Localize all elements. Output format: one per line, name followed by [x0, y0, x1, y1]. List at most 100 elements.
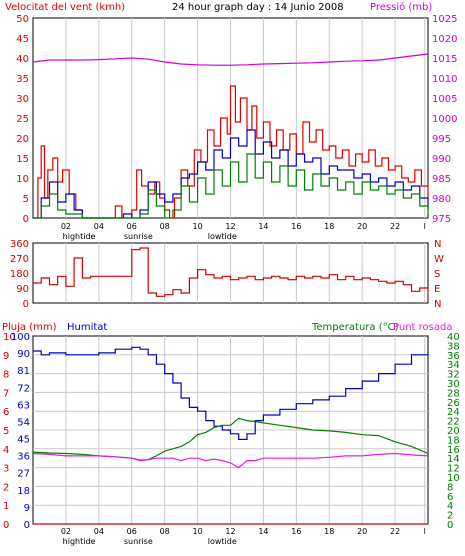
- pressure-y-tick-5: 1000: [432, 114, 457, 125]
- temp-y-tick-8: 16: [447, 445, 460, 456]
- temp-y-tick-4: 8: [447, 482, 453, 493]
- climate-xtick-8: 18: [324, 527, 334, 536]
- compass-y-tick-2: S: [434, 269, 440, 280]
- wind-y-tick-3: 15: [16, 154, 29, 165]
- pressure-y-tick-10: 1025: [432, 14, 457, 25]
- humidity-y-tick-7: 63: [17, 400, 30, 411]
- climate-xtick-7: 16: [291, 527, 301, 536]
- wind-xtick-5: 12: [225, 222, 235, 231]
- humidity-y-tick-0: 0: [24, 520, 30, 531]
- rain-y-tick-10: 10: [3, 332, 16, 343]
- chart-title: 24 hour graph day : 14 Junio 2008: [172, 2, 344, 13]
- temp-y-tick-0: 0: [447, 520, 453, 531]
- compass-y-tick-3: W: [434, 254, 444, 265]
- temp-y-tick-9: 18: [447, 435, 460, 446]
- humidity-axis-title: Humitat: [67, 322, 107, 333]
- temp-y-tick-17: 34: [447, 360, 460, 371]
- humidity-line: [33, 346, 429, 440]
- temp-y-tick-14: 28: [447, 388, 460, 399]
- rain-y-tick-4: 4: [3, 445, 9, 456]
- temp-y-tick-20: 40: [447, 332, 460, 343]
- temp-y-tick-13: 26: [447, 398, 460, 409]
- wind-y-tick-9: 45: [16, 34, 29, 45]
- wind-xtick-6: 14: [258, 222, 268, 231]
- wind-xtick-8: 18: [324, 222, 334, 231]
- climate-xtick-11: l: [424, 527, 426, 536]
- direction-y-tick-3: 270: [10, 254, 29, 265]
- wind-xtick-11: l: [424, 222, 426, 231]
- temp-y-tick-16: 32: [447, 370, 460, 381]
- rain-axis-title: Pluja (mm): [2, 322, 57, 333]
- pressure-y-tick-6: 1005: [432, 94, 457, 105]
- pressure-y-tick-7: 1010: [432, 74, 457, 85]
- dewpoint-axis-title: Punt rosada: [393, 322, 452, 333]
- humidity-y-tick-9: 81: [17, 366, 30, 377]
- pressure-y-tick-0: 975: [432, 214, 451, 225]
- wind-xtick-3: 08: [160, 222, 170, 231]
- wind-axis-title: Velocitat del vent (kmh): [5, 2, 125, 13]
- humidity-y-tick-6: 54: [17, 417, 30, 428]
- humidity-y-tick-1: 9: [24, 503, 30, 514]
- temp-y-tick-5: 10: [447, 473, 460, 484]
- climate-xtick-9: 20: [357, 527, 367, 536]
- temp-y-tick-15: 30: [447, 379, 460, 390]
- climate-xtick-10: 22: [390, 527, 400, 536]
- compass-y-tick-4: N: [434, 239, 441, 250]
- rain-y-tick-2: 2: [3, 482, 9, 493]
- rain-y-tick-6: 6: [3, 407, 9, 418]
- direction-y-tick-0: 0: [23, 299, 29, 310]
- wind-y-tick-7: 35: [16, 74, 29, 85]
- pressure-y-tick-3: 990: [432, 154, 451, 165]
- direction-y-tick-1: 90: [16, 284, 29, 295]
- temp-y-tick-7: 14: [447, 454, 460, 465]
- temp-y-tick-12: 24: [447, 407, 460, 418]
- rain-y-tick-3: 3: [3, 464, 9, 475]
- pressure-y-tick-1: 980: [432, 194, 451, 205]
- pressure-line: [32, 53, 429, 66]
- wind-xtick-4: 10: [192, 222, 202, 231]
- humidity-y-tick-4: 36: [17, 452, 30, 463]
- pressure-y-tick-4: 995: [432, 134, 451, 145]
- compass-y-tick-1: E: [434, 284, 440, 295]
- climate-xtick-1: 04: [94, 527, 104, 536]
- climate-xtick-4: 10: [192, 527, 202, 536]
- temp-y-tick-19: 38: [447, 341, 460, 352]
- humidity-y-tick-2: 18: [17, 486, 30, 497]
- temp-y-tick-3: 6: [447, 492, 453, 503]
- rain-y-tick-8: 8: [3, 370, 9, 381]
- direction-y-tick-2: 180: [10, 269, 29, 280]
- wind-xtick-0: 02: [61, 222, 71, 231]
- wind-xtick-1: 04: [94, 222, 104, 231]
- temperature-axis-title: Temperatura (°C): [311, 322, 399, 333]
- climate-xtick-3: 08: [160, 527, 170, 536]
- compass-y-tick-0: N: [434, 299, 441, 310]
- pressure-y-tick-8: 1015: [432, 54, 457, 65]
- rain-y-tick-9: 9: [3, 351, 9, 362]
- wind-xtick-7: 16: [291, 222, 301, 231]
- pressure-axis-title: Pressió (mb): [370, 1, 432, 13]
- climate-xtick-6: 14: [258, 527, 268, 536]
- climate-annotation-0: hightide: [63, 537, 96, 546]
- pressure-y-tick-9: 1020: [432, 34, 457, 45]
- temp-y-tick-1: 2: [447, 511, 453, 522]
- pressure-y-tick-2: 985: [432, 174, 451, 185]
- humidity-y-tick-5: 45: [17, 435, 30, 446]
- wind-xtick-2: 06: [127, 222, 137, 231]
- rain-y-tick-5: 5: [3, 426, 9, 437]
- climate-xtick-0: 02: [61, 527, 71, 536]
- green-wind-line: [33, 153, 429, 219]
- climate-annotation-1: sunrise: [124, 537, 153, 546]
- rain-y-tick-7: 7: [3, 388, 9, 399]
- rain-y-tick-0: 0: [3, 520, 9, 531]
- direction-line: [33, 247, 429, 297]
- climate-xtick-5: 12: [225, 527, 235, 536]
- wind-y-tick-5: 25: [16, 114, 29, 125]
- humidity-y-tick-10: 90: [17, 349, 30, 360]
- wind-y-tick-10: 50: [16, 14, 29, 25]
- direction-y-tick-4: 360: [10, 239, 29, 250]
- temp-y-tick-18: 36: [447, 351, 460, 362]
- rain-y-tick-1: 1: [3, 501, 9, 512]
- wind-xtick-10: 22: [390, 222, 400, 231]
